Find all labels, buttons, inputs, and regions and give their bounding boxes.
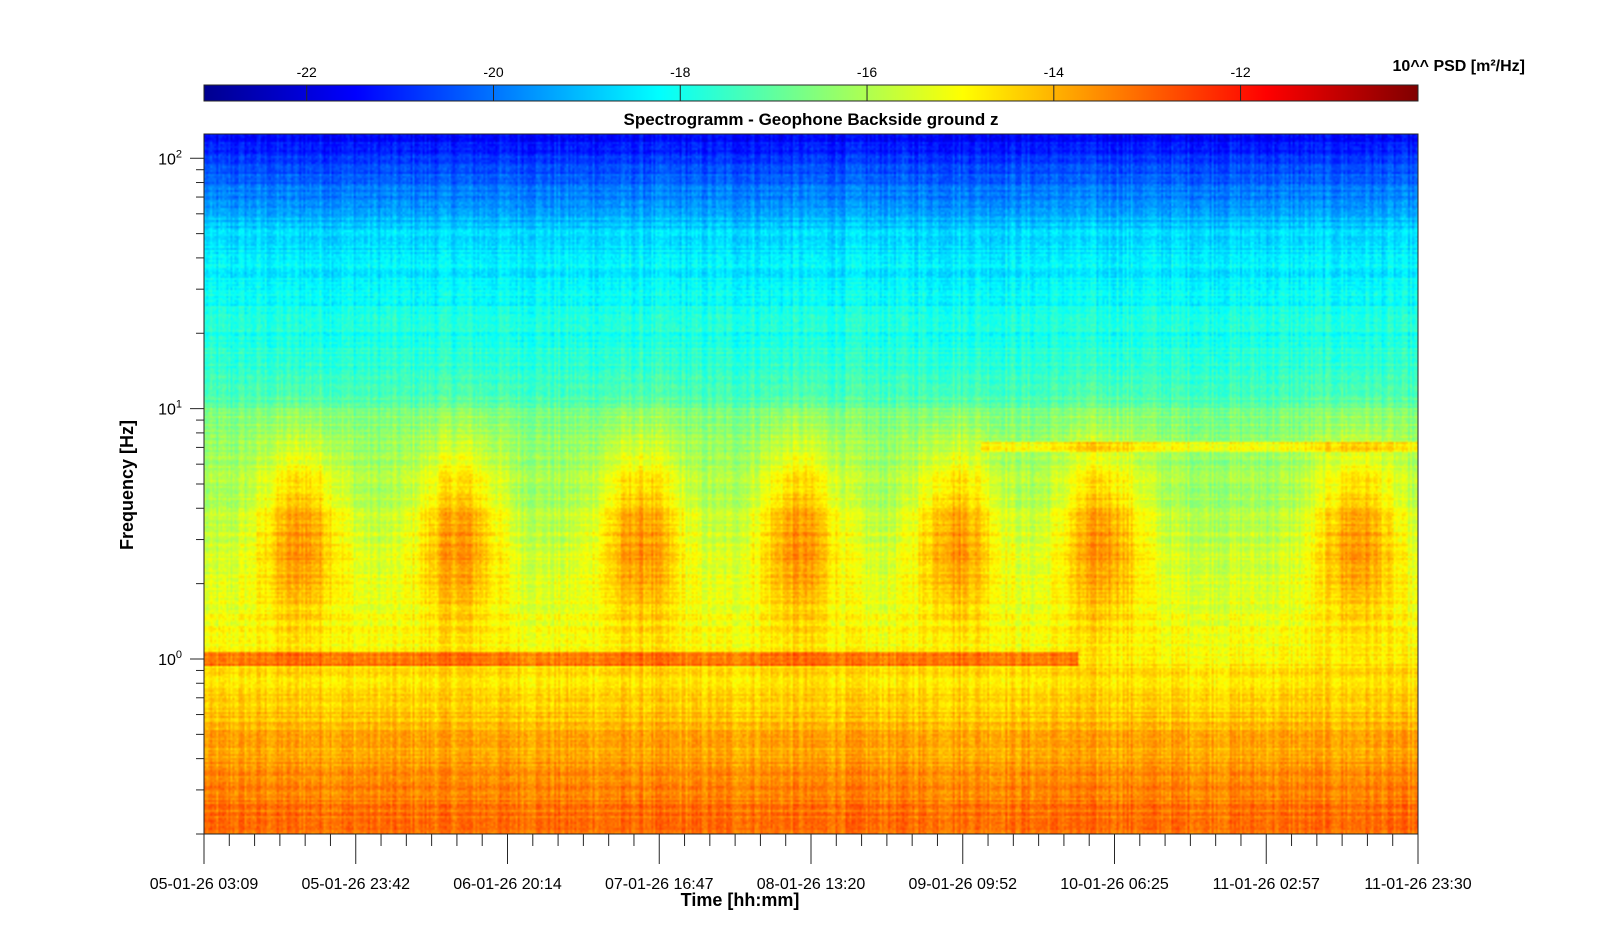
colorbar-ticks: -22 -20 -18 -16 -14 -12 xyxy=(297,64,1251,101)
chart-title: Spectrogramm - Geophone Backside ground … xyxy=(623,110,998,129)
x-tick-label: 07-01-26 16:47 xyxy=(605,876,714,893)
x-tick-label: 05-01-26 23:42 xyxy=(301,876,410,893)
x-tick-label: 06-01-26 20:14 xyxy=(453,876,562,893)
colorbar-tick-label: -20 xyxy=(483,64,503,80)
colorbar-tick-label: -14 xyxy=(1044,64,1064,80)
colorbar-tick-label: -22 xyxy=(297,64,317,80)
y-tick-label: 101 xyxy=(158,399,182,419)
colorbar-label: 10^^ PSD [m²/Hz] xyxy=(1393,58,1525,75)
spectrogram-heatmap xyxy=(204,134,1418,834)
colorbar-tick-label: -12 xyxy=(1230,64,1250,80)
y-tick-label: 100 xyxy=(158,649,182,669)
plot-area xyxy=(204,134,1418,834)
colorbar: -22 -20 -18 -16 -14 -12 10^^ PSD [m²/Hz] xyxy=(203,58,1525,102)
y-axis: 100 101 102 xyxy=(158,148,204,835)
y-axis-label: Frequency [Hz] xyxy=(117,420,137,550)
x-axis-label: Time [hh:mm] xyxy=(681,890,800,910)
x-tick-label: 10-01-26 06:25 xyxy=(1060,876,1169,893)
colorbar-tick-label: -16 xyxy=(857,64,877,80)
colorbar-gradient xyxy=(203,84,1419,102)
x-tick-label: 09-01-26 09:52 xyxy=(908,876,1017,893)
x-tick-label: 08-01-26 13:20 xyxy=(757,876,866,893)
x-tick-label: 11-01-26 02:57 xyxy=(1213,876,1320,893)
x-axis: 05-01-26 03:09 05-01-26 23:42 06-01-26 20:… xyxy=(150,834,1472,893)
y-tick-label: 102 xyxy=(158,148,182,168)
x-tick-label: 05-01-26 03:09 xyxy=(150,876,259,893)
x-tick-label: 11-01-26 23:30 xyxy=(1364,876,1471,893)
colorbar-tick-label: -18 xyxy=(670,64,690,80)
